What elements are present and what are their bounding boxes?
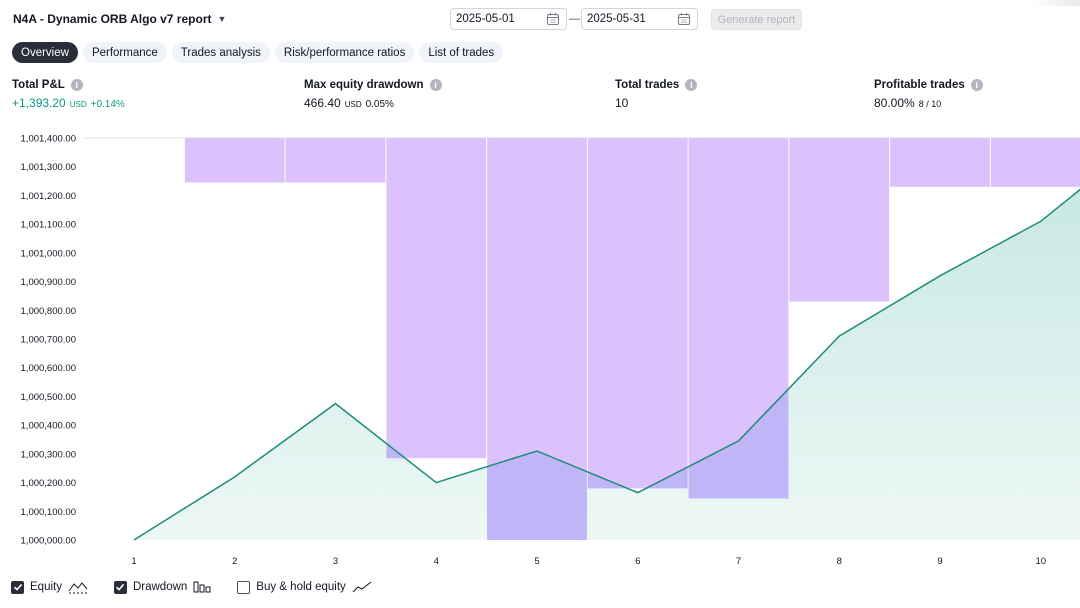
date-separator: — bbox=[569, 13, 580, 25]
tab-performance[interactable]: Performance bbox=[82, 42, 167, 63]
x-tick-label: 5 bbox=[534, 556, 539, 567]
date-to-input[interactable]: 2025-05-31 bbox=[581, 8, 698, 30]
stat-sub: 8 / 10 bbox=[918, 99, 942, 109]
y-tick-label: 1,000,200.00 bbox=[21, 478, 76, 489]
x-tick-label: 3 bbox=[333, 556, 338, 567]
legend-equity-toggle[interactable]: Equity bbox=[11, 580, 88, 594]
stat-value: 466.40 bbox=[304, 96, 341, 110]
info-icon[interactable]: i bbox=[429, 79, 442, 91]
x-tick-label: 2 bbox=[232, 556, 237, 567]
drawdown-bar bbox=[990, 138, 1080, 187]
equity-area bbox=[134, 189, 1080, 540]
chart-legend: Equity Drawdown Buy & hold equity bbox=[11, 580, 398, 594]
stat-max-drawdown: Max equity drawdown i 466.40 USD 0.05% bbox=[304, 79, 442, 110]
x-tick-label: 6 bbox=[635, 556, 640, 567]
y-tick-label: 1,000,500.00 bbox=[21, 392, 76, 403]
stat-unit: USD bbox=[69, 100, 87, 109]
drawdown-bar bbox=[789, 138, 890, 302]
y-tick-label: 1,000,300.00 bbox=[21, 449, 76, 460]
stat-value: 10 bbox=[615, 96, 629, 110]
legend-drawdown-toggle[interactable]: Drawdown bbox=[113, 580, 211, 594]
drawdown-bars-icon bbox=[193, 581, 211, 593]
y-tick-label: 1,001,000.00 bbox=[21, 248, 76, 259]
stat-percent: 0.05% bbox=[365, 99, 394, 110]
report-tabs: Overview Performance Trades analysis Ris… bbox=[12, 42, 504, 63]
y-tick-label: 1,001,300.00 bbox=[21, 162, 76, 173]
stat-total-pnl: Total P&L i +1,393.20 USD +0.14% bbox=[12, 79, 125, 110]
equity-checkbox[interactable] bbox=[11, 580, 24, 594]
x-tick-label: 10 bbox=[1035, 556, 1046, 567]
stat-total-trades: Total trades i 10 bbox=[615, 79, 698, 110]
drawdown-bar bbox=[184, 138, 285, 183]
y-tick-label: 1,000,700.00 bbox=[21, 335, 76, 346]
stat-value: 80.00% bbox=[874, 96, 915, 110]
drawdown-checkbox[interactable] bbox=[113, 580, 127, 594]
legend-drawdown-label: Drawdown bbox=[132, 581, 188, 593]
y-tick-label: 1,000,800.00 bbox=[21, 306, 76, 317]
equity-chart-svg: 1,000,000.00 1,000,100.00 1,000,200.00 1,00… bbox=[21, 134, 1080, 567]
stat-label: Max equity drawdown bbox=[304, 79, 424, 91]
y-tick-label: 1,000,600.00 bbox=[21, 363, 76, 374]
calendar-icon[interactable] bbox=[677, 12, 691, 26]
y-tick-label: 1,000,100.00 bbox=[21, 507, 76, 518]
stat-label: Total P&L bbox=[12, 79, 65, 91]
date-from-input[interactable]: 2025-05-01 bbox=[450, 8, 567, 30]
legend-buyhold-toggle[interactable]: Buy & hold equity bbox=[237, 580, 372, 594]
legend-buyhold-label: Buy & hold equity bbox=[256, 581, 346, 593]
stat-unit: USD bbox=[344, 100, 362, 109]
y-tick-label: 1,001,200.00 bbox=[21, 191, 76, 202]
tab-list-of-trades[interactable]: List of trades bbox=[419, 42, 504, 63]
date-to-value: 2025-05-31 bbox=[587, 13, 646, 25]
y-tick-label: 1,001,400.00 bbox=[21, 134, 76, 145]
header-shadow bbox=[1030, 0, 1080, 6]
y-tick-label: 1,000,900.00 bbox=[21, 277, 76, 288]
y-tick-label: 1,000,000.00 bbox=[21, 536, 76, 547]
x-tick-label: 8 bbox=[837, 556, 842, 567]
stat-value: +1,393.20 bbox=[12, 96, 66, 110]
calendar-icon[interactable] bbox=[546, 12, 560, 26]
drawdown-bar bbox=[890, 138, 990, 187]
stat-label: Profitable trades bbox=[874, 79, 965, 91]
buyhold-checkbox[interactable] bbox=[237, 580, 251, 594]
info-icon[interactable]: i bbox=[685, 79, 698, 91]
report-header: N4A - Dynamic ORB Algo v7 report ▼ 2025-… bbox=[0, 0, 1080, 40]
equity-line-icon bbox=[68, 582, 88, 594]
equity-line bbox=[133, 188, 1080, 541]
x-tick-label: 7 bbox=[736, 556, 741, 567]
generate-report-button[interactable]: Generate report bbox=[711, 9, 802, 30]
date-from-value: 2025-05-01 bbox=[456, 13, 515, 25]
tab-trades-analysis[interactable]: Trades analysis bbox=[171, 42, 270, 63]
stat-label: Total trades bbox=[615, 79, 680, 91]
drawdown-bar bbox=[285, 138, 386, 183]
info-icon[interactable]: i bbox=[970, 79, 983, 91]
x-tick-label: 9 bbox=[937, 556, 942, 567]
drawdown-bar bbox=[587, 138, 688, 489]
report-title-dropdown[interactable]: N4A - Dynamic ORB Algo v7 report ▼ bbox=[13, 12, 226, 26]
y-tick-label: 1,000,400.00 bbox=[21, 421, 76, 432]
x-tick-label: 1 bbox=[131, 556, 136, 567]
buyhold-line-icon bbox=[352, 581, 372, 593]
stat-profitable-trades: Profitable trades i 80.00% 8 / 10 bbox=[874, 79, 983, 110]
y-tick-label: 1,001,100.00 bbox=[21, 220, 76, 231]
legend-equity-label: Equity bbox=[30, 581, 62, 593]
tab-overview[interactable]: Overview bbox=[12, 42, 78, 63]
stat-percent: +0.14% bbox=[90, 99, 125, 110]
drawdown-bar bbox=[386, 138, 487, 459]
info-icon[interactable]: i bbox=[70, 79, 83, 91]
equity-chart[interactable]: 1,000,000.00 1,000,100.00 1,000,200.00 1,00… bbox=[0, 128, 1080, 568]
chevron-down-icon: ▼ bbox=[217, 14, 227, 24]
tab-risk-performance-ratios[interactable]: Risk/performance ratios bbox=[274, 42, 415, 63]
report-title: N4A - Dynamic ORB Algo v7 report bbox=[13, 12, 212, 26]
x-tick-label: 4 bbox=[434, 556, 439, 567]
